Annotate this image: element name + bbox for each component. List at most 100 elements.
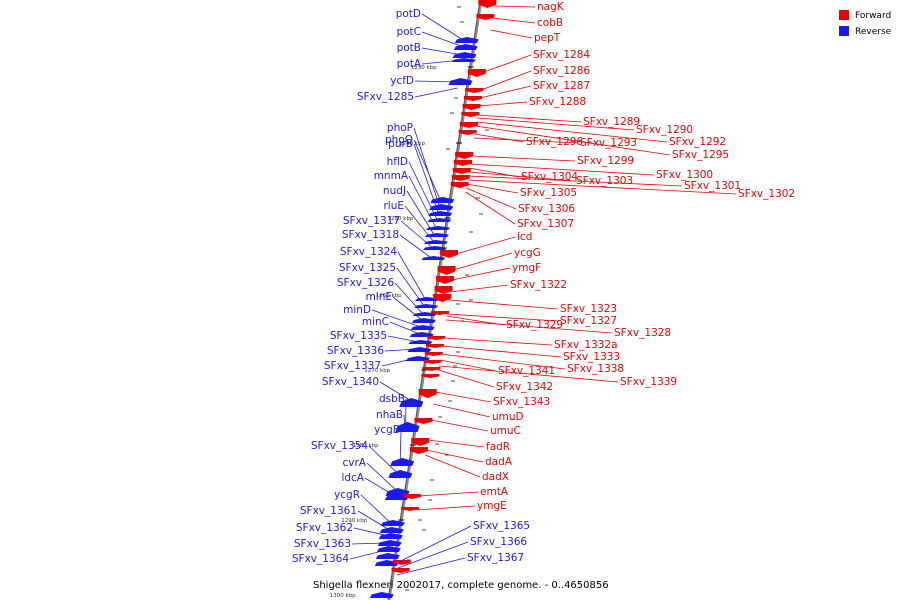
tick-marks: 1230 kbp 1240 kbp 1250 kbp 1260 kbp 1270 kbp… <box>330 6 489 599</box>
forward-leader-line <box>465 191 516 225</box>
forward-gene-feature <box>455 152 474 159</box>
gene-features <box>369 0 497 598</box>
reverse-gene-label-mind: minD <box>343 304 371 316</box>
forward-gene-label-sfxv-1338: SFxv_1338 <box>567 363 624 375</box>
reverse-gene-label-phoq: phoQ <box>385 134 413 146</box>
reverse-gene-feature <box>426 226 451 230</box>
reverse-leader-line <box>396 267 425 307</box>
reverse-leader-line <box>400 220 434 249</box>
forward-leader-line <box>432 403 491 418</box>
reverse-leader-line <box>403 414 406 431</box>
reverse-leader-line <box>353 527 389 537</box>
legend-label-reverse: Reverse <box>855 27 892 37</box>
reverse-leader-line <box>384 348 418 352</box>
forward-gene-label-sfxv-1341: SFxv_1341 <box>498 365 555 377</box>
forward-leader-line <box>467 179 737 195</box>
tick-label: 1290 kbp <box>341 518 367 524</box>
reverse-gene-feature <box>380 520 405 526</box>
reverse-leader-line <box>394 282 424 315</box>
reverse-gene-label-mnma: mnmA <box>374 170 409 182</box>
forward-gene-feature <box>476 14 495 20</box>
reverse-gene-feature <box>384 494 409 500</box>
reverse-gene-label-sfxv-1325: SFxv_1325 <box>339 262 396 274</box>
reverse-gene-feature <box>415 297 440 301</box>
reverse-leader-line <box>399 429 402 463</box>
genome-caption: Shigella flexneri 2002017, complete geno… <box>313 580 609 591</box>
forward-gene-feature <box>431 311 450 315</box>
label-leader-lines <box>349 5 737 576</box>
forward-leader-line <box>425 454 481 478</box>
forward-gene-label-pept: pepT <box>534 32 561 44</box>
forward-gene-feature <box>440 250 459 258</box>
reverse-gene-label-purb: purB <box>388 138 413 150</box>
forward-leader-line <box>476 121 668 143</box>
forward-gene-label-sfxv-1322: SFxv_1322 <box>510 279 567 291</box>
reverse-leader-line <box>413 127 440 207</box>
reverse-gene-feature <box>421 256 446 260</box>
reverse-gene-label-sfxv-1317: SFxv_1317 <box>343 215 400 227</box>
forward-leader-line <box>443 337 553 346</box>
reverse-gene-label-nudj: nudJ <box>383 185 406 197</box>
reverse-gene-feature <box>375 553 400 559</box>
forward-leader-line <box>469 163 655 176</box>
forward-leader-line <box>438 365 619 383</box>
forward-leader-line <box>466 183 519 194</box>
reverse-gene-label-sfxv-1340: SFxv_1340 <box>322 376 379 388</box>
forward-gene-feature <box>450 182 469 188</box>
forward-gene-label-sfxv-1303: SFxv_1303 <box>576 175 633 187</box>
forward-gene-label-sfxv-1287: SFxv_1287 <box>533 80 590 92</box>
forward-gene-feature <box>452 168 471 174</box>
reverse-gene-feature <box>427 218 452 222</box>
forward-gene-feature <box>422 367 441 371</box>
forward-gene-label-sfxv-1301: SFxv_1301 <box>684 180 741 192</box>
forward-gene-feature <box>478 0 497 8</box>
forward-leader-line <box>453 252 513 271</box>
legend-swatch-reverse <box>839 26 849 36</box>
reverse-gene-label-sfxv-1363: SFxv_1363 <box>294 538 351 550</box>
forward-gene-label-sfxv-1332a: SFxv_1332a <box>554 339 618 351</box>
reverse-gene-label-mine: minE <box>366 291 392 303</box>
reverse-gene-label-hfld: hflD <box>387 156 408 168</box>
forward-leader-line <box>438 369 495 388</box>
forward-gene-label-sfxv-1304: SFxv_1304 <box>521 171 578 183</box>
forward-leader-line <box>471 155 576 162</box>
reverse-leader-line <box>366 462 397 491</box>
reverse-leader-line <box>379 381 410 401</box>
reverse-gene-label-sfxv-1335: SFxv_1335 <box>330 330 387 342</box>
reverse-gene-label-sfxv-1364: SFxv_1364 <box>292 553 349 565</box>
reverse-gene-feature <box>399 398 424 407</box>
reverse-leader-line <box>421 47 463 56</box>
forward-gene-label-umuc: umuC <box>490 425 521 437</box>
forward-leader-line <box>451 267 511 281</box>
reverse-gene-label-potb: potB <box>397 42 421 54</box>
reverse-gene-label-potc: potC <box>396 26 421 38</box>
forward-leader-line <box>440 353 566 370</box>
forward-leader-line <box>475 125 671 156</box>
forward-leader-line <box>467 175 683 187</box>
reverse-gene-label-sfxv-1324: SFxv_1324 <box>340 246 397 258</box>
reverse-gene-feature <box>395 422 420 432</box>
tick-label: 1280 kbp <box>353 443 379 449</box>
forward-gene-label-sfxv-1329: SFxv_1329 <box>506 319 563 331</box>
forward-gene-feature <box>402 494 421 499</box>
forward-gene-label-sfxv-1296: SFxv_1296 <box>526 136 583 148</box>
tick-label: 1240 kbp <box>399 141 425 147</box>
forward-gene-label-sfxv-1293: SFxv_1293 <box>580 137 637 149</box>
forward-gene-label-fadr: fadR <box>486 441 510 453</box>
forward-gene-feature <box>467 69 486 77</box>
reverse-leader-line <box>404 205 435 243</box>
forward-gene-feature <box>392 560 411 565</box>
reverse-leader-line <box>408 175 437 229</box>
reverse-leader-line <box>349 549 387 560</box>
reverse-gene-label-sfxv-1366: SFxv_1366 <box>470 536 527 548</box>
reverse-gene-feature <box>423 240 448 244</box>
forward-leader-line <box>494 5 536 8</box>
reverse-leader-line <box>398 525 472 563</box>
reverse-leader-line <box>364 477 396 497</box>
forward-leader-line <box>483 54 532 73</box>
reverse-gene-feature <box>409 332 434 337</box>
forward-gene-label-sfxv-1328: SFxv_1328 <box>614 327 671 339</box>
forward-gene-feature <box>454 160 473 166</box>
reverse-leader-line <box>399 234 432 259</box>
reverse-leader-line <box>421 59 462 65</box>
